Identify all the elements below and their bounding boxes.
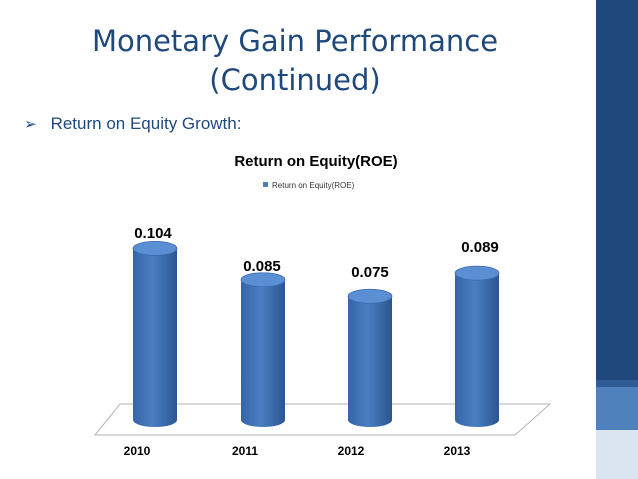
chart-title: Return on Equity(ROE) (234, 153, 397, 170)
bar (132, 240, 178, 427)
side-accent-block (596, 430, 638, 479)
bar-body (133, 248, 177, 427)
x-axis-ticks: 2010 2011 2012 2013 (124, 444, 471, 458)
data-label: 0.104 (134, 225, 172, 242)
chart-floor (93, 403, 552, 436)
bar-top-cap (347, 288, 393, 304)
bar (454, 265, 500, 427)
side-accent-block (596, 387, 638, 430)
legend-swatch (263, 182, 268, 187)
bar-top-cap (454, 265, 500, 281)
x-tick-label: 2013 (444, 444, 471, 458)
x-tick-label: 2010 (124, 444, 151, 458)
bar-top-cap (132, 240, 178, 256)
bar (347, 288, 393, 427)
slide-title: Monetary Gain Performance (Continued) (40, 22, 550, 100)
data-label: 0.085 (243, 258, 281, 275)
bar-body (348, 296, 392, 427)
bar-body (241, 279, 285, 427)
slide-title-line-2: (Continued) (209, 63, 381, 97)
legend-label: Return on Equity(ROE) (272, 181, 355, 190)
bullet-point: ➢ Return on Equity Growth: (24, 114, 241, 134)
data-label: 0.089 (461, 239, 499, 256)
arrow-bullet-icon: ➢ (24, 116, 37, 133)
bar-top-cap (240, 272, 286, 288)
slide-title-line-1: Monetary Gain Performance (91, 24, 499, 58)
bullet-text: Return on Equity Growth: (50, 114, 242, 133)
x-tick-label: 2012 (338, 444, 365, 458)
labels-layer: 0.104 0.085 0.075 0.089 (134, 225, 499, 281)
chart-legend: Return on Equity(ROE) (263, 181, 355, 190)
bar-body (455, 273, 499, 427)
bars-layer (132, 240, 500, 427)
bar (240, 272, 286, 427)
data-label: 0.075 (351, 264, 389, 281)
x-tick-label: 2011 (232, 444, 258, 458)
